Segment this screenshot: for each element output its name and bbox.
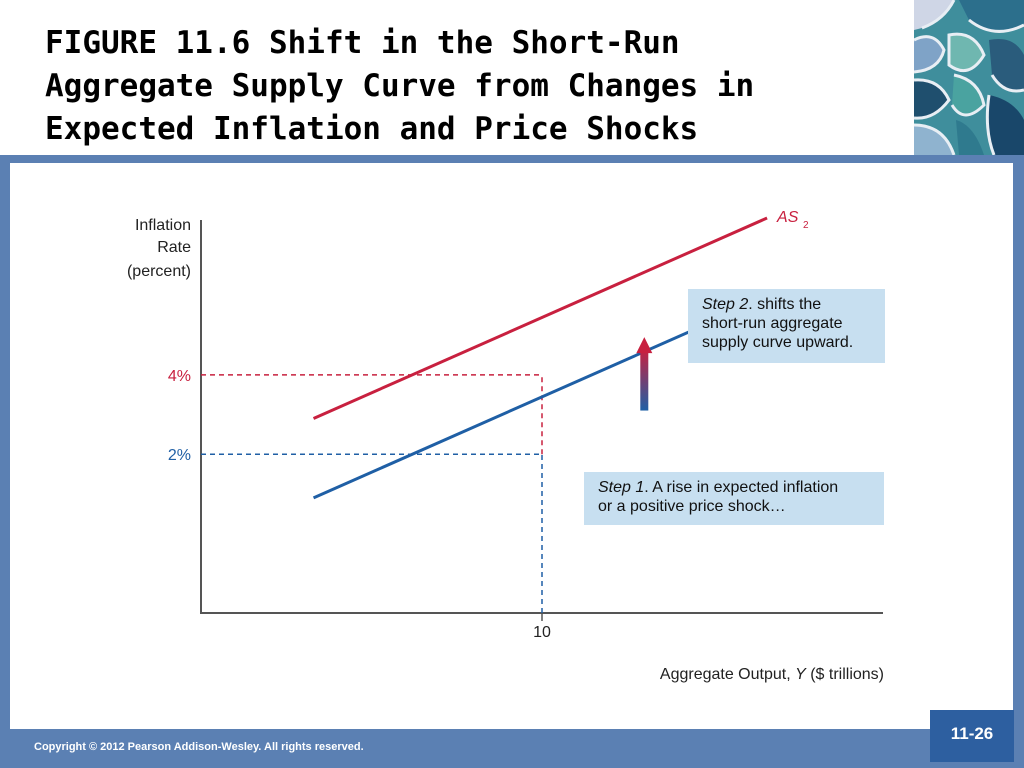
- x-axis-label: Aggregate Output, Y ($ trillions): [660, 666, 884, 683]
- slide-title: FIGURE 11.6 Shift in the Short-Run Aggre…: [45, 22, 905, 151]
- title-line-2: Aggregate Supply Curve from Changes in: [45, 68, 755, 104]
- step-1-callout: Step 1. A rise in expected inflation or …: [584, 472, 884, 525]
- y-axis-label-line-1: Inflation: [135, 217, 191, 234]
- step-2-line-3: supply curve upward.: [702, 334, 854, 351]
- title-line-3: Expected Inflation and Price Shocks: [45, 111, 699, 147]
- y-tick-label-2: 4%: [168, 368, 191, 385]
- y-axis-label-line-3: (percent): [127, 263, 191, 280]
- y-axis-label: Inflation Rate (percent): [127, 217, 191, 280]
- decorative-mosaic-image: [914, 0, 1024, 155]
- shift-arrow-shaft: [640, 349, 649, 411]
- chart-svg: Inflation Rate (percent) Aggregate Outpu…: [127, 209, 884, 683]
- step-1-line-1: Step 1. A rise in expected inflation: [598, 479, 839, 496]
- x-tick-label-1: 10: [533, 624, 551, 641]
- step-2-line-2: short-run aggregate: [702, 315, 843, 332]
- step-1-lead: Step 1: [598, 479, 645, 496]
- chart-panel: Inflation Rate (percent) Aggregate Outpu…: [10, 163, 1013, 729]
- page-number: 11-26: [950, 724, 994, 743]
- series-label-as2: AS: [776, 209, 799, 226]
- step-2-callout: Step 2. shifts the short-run aggregate s…: [688, 289, 885, 363]
- shift-arrow-head: [636, 337, 653, 354]
- step-2-lead: Step 2: [702, 296, 749, 313]
- y-tick-label-1: 2%: [168, 447, 191, 464]
- page-number-box: 11-26: [930, 710, 1014, 762]
- y-axis-label-line-2: Rate: [157, 239, 191, 256]
- series-label-subscript-2: 2: [803, 220, 809, 231]
- step-2-line-1: Step 2. shifts the: [702, 296, 822, 313]
- step-1-line-2: or a positive price shock…: [598, 498, 786, 515]
- series-line-as2: [312, 216, 768, 420]
- plot-area: 2%4%10AS1AS2: [168, 209, 809, 641]
- title-line-1: FIGURE 11.6 Shift in the Short-Run: [45, 25, 680, 61]
- footer-bar: Copyright © 2012 Pearson Addison-Wesley.…: [0, 735, 1024, 768]
- copyright-text: Copyright © 2012 Pearson Addison-Wesley.…: [34, 741, 364, 753]
